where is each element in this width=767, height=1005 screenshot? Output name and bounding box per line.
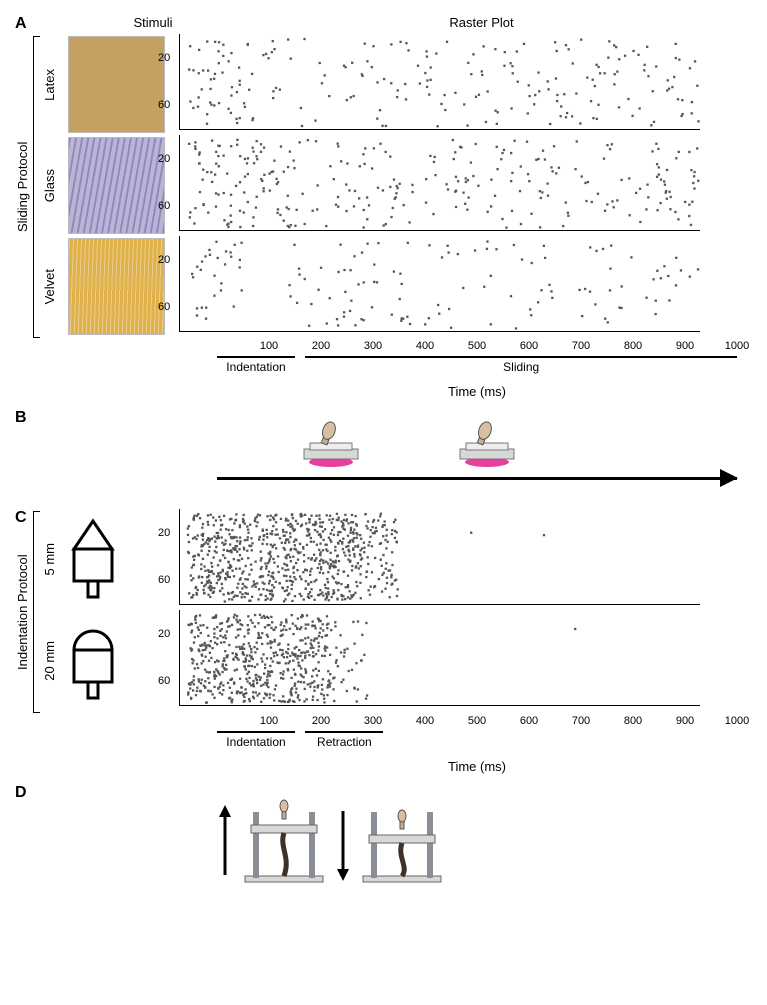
up-arrow-icon <box>217 803 233 883</box>
phase-label: Sliding <box>503 360 539 374</box>
ytick: 60 <box>158 200 170 212</box>
stimulus-name: Glass <box>42 169 58 202</box>
xtick-row: 1002003004005006007008009001000 <box>217 340 737 354</box>
sliding-rig-icon <box>296 415 366 475</box>
raster-plot: 2060 <box>179 34 700 130</box>
xtick: 1000 <box>725 340 749 352</box>
panel-a-group-label: Sliding Protocol <box>15 42 30 332</box>
xtick: 900 <box>676 715 694 727</box>
xtick: 300 <box>364 340 382 352</box>
sliding-rig-icon <box>452 415 522 475</box>
ytick: 60 <box>158 675 170 687</box>
panel-b-label: B <box>15 409 27 427</box>
xtick: 700 <box>572 340 590 352</box>
stimulus-image <box>68 238 165 335</box>
panel-b-content <box>217 415 737 495</box>
xtick-row: 1002003004005006007008009001000 <box>217 715 737 729</box>
phase-bar <box>217 356 295 358</box>
ytick: 20 <box>158 254 170 266</box>
panel-c-xaxis-area: 100 200 300 400 500 600 700 800 900 1000 Indentati… <box>217 715 752 774</box>
panel-d-label: D <box>15 784 27 802</box>
panel-a-stimuli-col: Latex Glass Velvet <box>42 34 173 340</box>
xtick: 400 <box>416 340 434 352</box>
indent-rig-down-icon <box>357 790 447 895</box>
probe-size-label: 5 mm <box>42 543 58 576</box>
panel-c-group-label: Indentation Protocol <box>15 515 30 710</box>
xtick: 100 <box>260 340 278 352</box>
probe-size-label: 20 mm <box>42 641 58 681</box>
xtick: 1000 <box>725 715 749 727</box>
phase-label: Retraction <box>317 735 372 749</box>
figure-root: A Stimuli Raster Plot Sliding Protocol L… <box>15 15 752 894</box>
panel-c-bracket <box>33 511 40 713</box>
phase-bar <box>217 731 295 733</box>
phase-row: Indentation Retraction <box>217 729 737 759</box>
indent-rig-up-icon <box>239 790 329 895</box>
phase-bar <box>305 731 383 733</box>
raster-plot: 2060 <box>179 236 700 332</box>
ytick: 20 <box>158 628 170 640</box>
xtick: 600 <box>520 715 538 727</box>
panel-d: D <box>15 784 752 894</box>
panel-c: C Indentation Protocol 5 mm 20 mm 206020… <box>15 509 752 774</box>
ytick: 20 <box>158 527 170 539</box>
phase-label: Indentation <box>226 360 285 374</box>
phase-row: Indentation Sliding <box>217 354 737 384</box>
stimulus-name: Velvet <box>42 269 58 304</box>
phase-label: Indentation <box>226 735 285 749</box>
panel-a-bracket <box>33 36 40 338</box>
x-axis-title: Time (ms) <box>217 759 737 774</box>
xtick: 500 <box>468 340 486 352</box>
ytick: 20 <box>158 153 170 165</box>
panel-a: A Stimuli Raster Plot Sliding Protocol L… <box>15 15 752 399</box>
xtick: 200 <box>312 340 330 352</box>
ytick: 20 <box>158 52 170 64</box>
probe-icon <box>58 618 173 703</box>
header-stimuli: Stimuli <box>95 15 211 30</box>
xtick: 500 <box>468 715 486 727</box>
xtick: 200 <box>312 715 330 727</box>
stimulus-image <box>68 137 165 234</box>
down-arrow-icon <box>335 803 351 883</box>
xtick: 700 <box>572 715 590 727</box>
xtick: 600 <box>520 340 538 352</box>
stimulus-name: Latex <box>42 69 58 101</box>
ytick: 60 <box>158 301 170 313</box>
xtick: 400 <box>416 715 434 727</box>
header-raster: Raster Plot <box>211 15 752 30</box>
panel-d-content <box>217 790 447 895</box>
panel-a-headers: Stimuli Raster Plot <box>95 15 752 30</box>
raster-plot: 2060 <box>179 509 700 605</box>
xtick: 100 <box>260 715 278 727</box>
raster-plot: 2060 <box>179 135 700 231</box>
xtick: 300 <box>364 715 382 727</box>
stimulus-image <box>68 36 165 133</box>
panel-a-xaxis-area: 100 200 300 400 500 600 700 800 900 1000 Indentati… <box>217 340 752 399</box>
panel-c-raster-col: 20602060 <box>179 509 700 715</box>
panel-a-raster-col: 206020602060 <box>179 34 700 340</box>
phase-bar <box>305 356 737 358</box>
panel-b: B <box>15 409 752 499</box>
xtick: 900 <box>676 340 694 352</box>
xtick: 800 <box>624 340 642 352</box>
panel-a-label: A <box>15 15 27 33</box>
probe-icon <box>58 517 173 602</box>
x-axis-title: Time (ms) <box>217 384 737 399</box>
raster-plot: 2060 <box>179 610 700 706</box>
xtick: 800 <box>624 715 642 727</box>
timeline-arrow <box>217 477 737 480</box>
ytick: 60 <box>158 99 170 111</box>
panel-c-probes-col: 5 mm 20 mm <box>42 509 173 715</box>
ytick: 60 <box>158 574 170 586</box>
